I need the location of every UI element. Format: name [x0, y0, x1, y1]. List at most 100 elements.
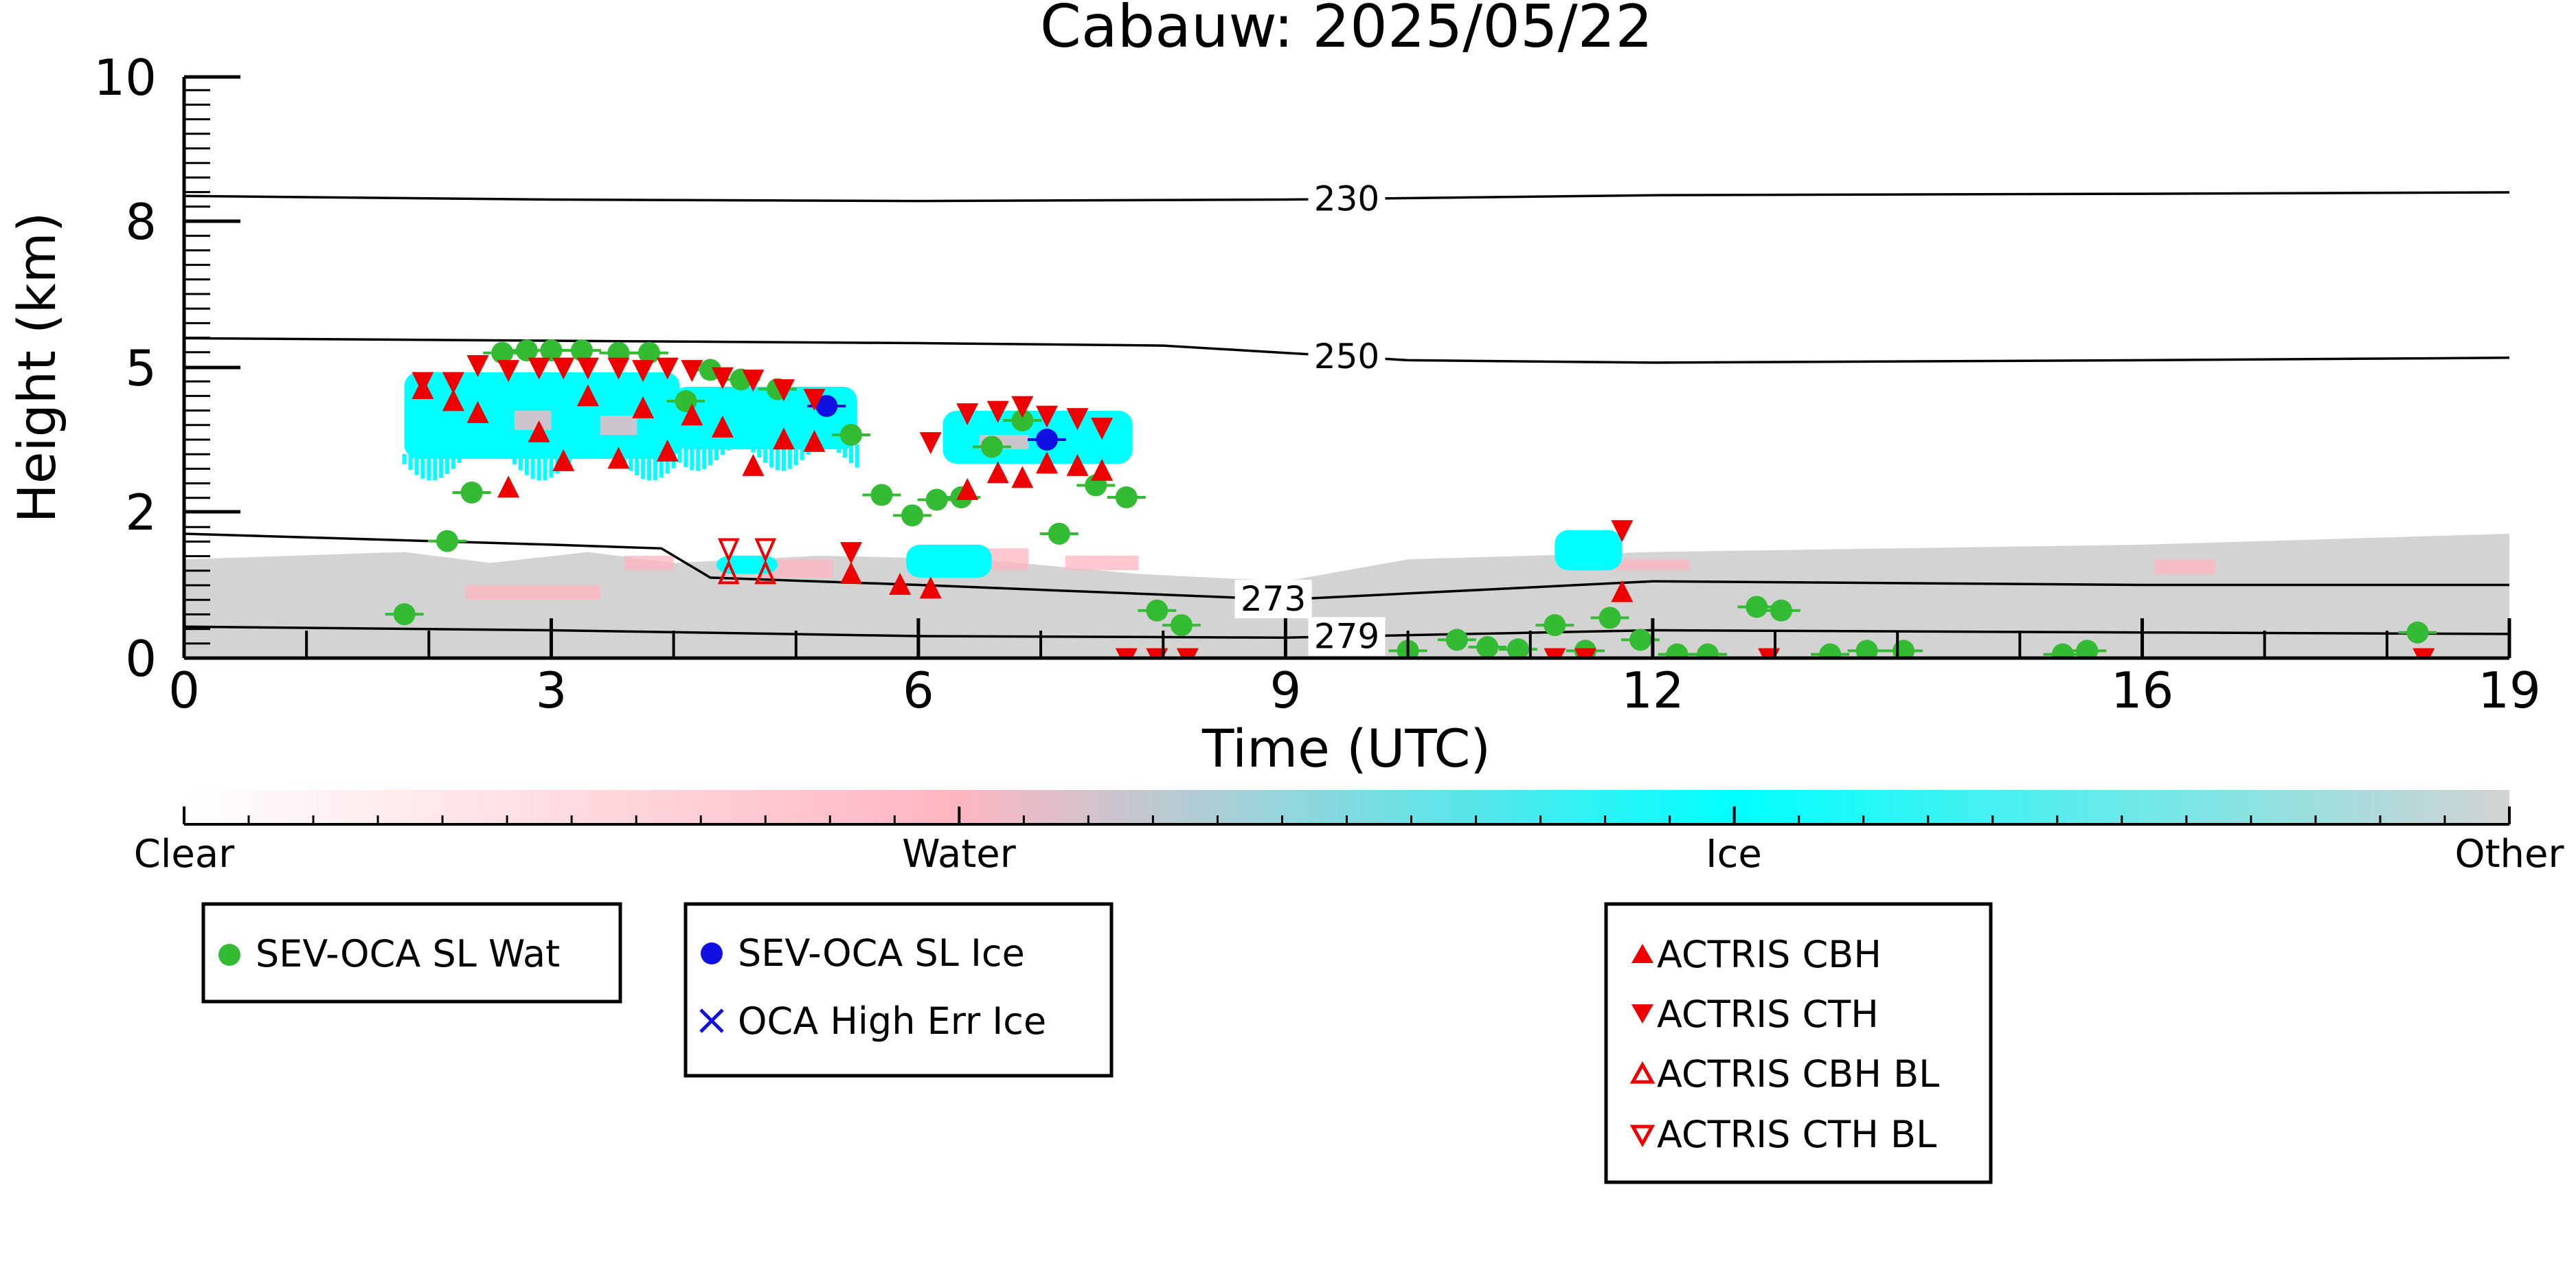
sev-oca-sl-wat-marker [2076, 640, 2099, 659]
actris-cth-marker [1544, 648, 1566, 659]
actris-cth-marker [1011, 396, 1034, 418]
legend-marker-sl-ice [701, 942, 723, 964]
actris-cbh-marker [497, 475, 520, 498]
actris-cth-marker [1115, 648, 1138, 659]
legend-ice: SEV-OCA SL Ice OCA High Err Ice [683, 902, 1114, 1078]
actris-cth-marker [986, 400, 1009, 423]
legend-box [1604, 902, 1993, 1184]
actris-cbh-marker [1611, 580, 1634, 602]
actris-cth-marker [1036, 405, 1059, 428]
actris-cbh-marker [466, 400, 489, 423]
isotherm-label-bg [1308, 179, 1386, 218]
sev-oca-sl-wat-marker [1445, 629, 1468, 651]
sev-oca-sl-wat-marker [491, 341, 514, 364]
actris-cbh-marker [632, 396, 655, 418]
sev-oca-sl-wat-marker [870, 484, 893, 506]
sev-oca-sl-wat-marker [1048, 522, 1070, 545]
y-axis-label: Height (km) [6, 212, 67, 523]
isotherm-250 [184, 337, 2509, 364]
actris-cth-marker [497, 360, 520, 383]
sev-oca-sl-wat-marker [1146, 599, 1168, 622]
ice-cloud-patch [1555, 530, 1623, 571]
actris-cth-marker [411, 372, 434, 394]
actris-cbh-marker [986, 461, 1009, 484]
sev-oca-sl-wat-marker [901, 504, 924, 527]
sev-oca-sl-wat-marker [2406, 621, 2429, 644]
legend-marker-sl-wat [218, 944, 240, 966]
isotherm-label-bg [1308, 337, 1386, 376]
actris-cbh-marker [839, 561, 862, 584]
actris-cbh-marker [711, 415, 734, 438]
colorbar-label-ice: Ice [1706, 832, 1762, 877]
isotherm-label-bg [1308, 617, 1386, 656]
x-tick-label: 3 [536, 662, 567, 719]
legend-actris: ACTRIS CBH ACTRIS CTH ACTRIS CBH BL ACTR… [1604, 902, 1993, 1184]
legend-marker-cth-bl [1629, 1125, 1656, 1148]
water-cloud-patch [465, 585, 600, 600]
water-cloud-patch [2154, 559, 2216, 574]
legend-marker-cbh [1631, 944, 1653, 963]
colorbar-label-other: Other [2454, 832, 2564, 877]
sev-oca-sl-wat-marker [515, 339, 538, 362]
water-cloud-patch [600, 416, 637, 435]
legend-label-sl-wat: SEV-OCA SL Wat [256, 932, 560, 975]
actris-cbh-marker [607, 447, 630, 469]
sev-oca-sl-wat-marker [393, 603, 416, 626]
actris-cth-marker [772, 379, 795, 402]
actris-cth-marker [681, 360, 703, 383]
actris-cth-marker [632, 360, 655, 383]
isotherm-273 [184, 532, 2509, 601]
sev-oca-sl-wat-marker [1855, 640, 1878, 659]
sev-oca-sl-ice-marker [1036, 429, 1059, 451]
actris-cbh-marker [803, 429, 826, 452]
legend-marker-high-err-ice [699, 1008, 724, 1033]
actris-cbh-marker [956, 477, 979, 500]
legend-marker-cth [1631, 1004, 1653, 1024]
actris-cth-marker [711, 367, 734, 389]
colorbar: Clear Water Ice Other [134, 790, 2564, 877]
legend-label-cth: ACTRIS CTH [1657, 993, 1879, 1036]
x-tick-label: 19 [2478, 662, 2541, 719]
isotherm-label-273: 273 [1241, 579, 1306, 619]
y-tick-label: 2 [125, 484, 157, 541]
sev-oca-sl-ice-marker [815, 395, 838, 417]
sev-oca-sl-wat-marker [1598, 607, 1621, 629]
actris-cth-marker [803, 389, 826, 411]
legend-label-cth-bl: ACTRIS CTH BL [1657, 1113, 1936, 1156]
sev-oca-sl-wat-marker [1170, 614, 1193, 637]
isotherm-230 [184, 191, 2509, 203]
sev-oca-sl-wat-marker [1666, 643, 1688, 659]
actris-cbh-marker [1091, 458, 1114, 481]
actris-cth-marker [442, 372, 464, 394]
actris-cth-marker [839, 542, 862, 565]
sev-oca-sl-wat-marker [1697, 643, 1719, 659]
legend-water: SEV-OCA SL Wat [201, 902, 622, 1004]
actris-cbh-marker [681, 403, 703, 426]
ice-cloud-patch [906, 544, 992, 578]
colorbar-label-water: Water [902, 832, 1017, 877]
isotherm-label-279: 279 [1314, 616, 1379, 656]
isotherm-label-230: 230 [1314, 179, 1379, 218]
actris-cth-marker [919, 432, 942, 455]
sev-oca-sl-wat-marker [1544, 614, 1566, 637]
x-tick-label: 12 [1621, 662, 1684, 719]
actris-cbh-marker [1011, 466, 1034, 488]
sev-oca-sl-wat-marker [436, 530, 459, 552]
actris-cbh-marker [528, 420, 550, 442]
legend-label-high-err-ice: OCA High Err Ice [738, 999, 1046, 1043]
chart-title: Cabauw: 2025/05/22 [1040, 0, 1653, 61]
legend-box [201, 902, 622, 1004]
x-axis-label: Time (UTC) [1201, 718, 1491, 779]
actris-cth-bl-marker [754, 538, 777, 563]
actris-cth-marker [1176, 648, 1199, 659]
water-cloud-patch [1603, 559, 1690, 571]
isotherm-label-bg [1234, 580, 1312, 619]
sev-oca-sl-wat-marker [1745, 596, 1768, 618]
actris-cbh-marker [552, 449, 575, 471]
actris-cbh-marker [742, 453, 765, 476]
observation-markers [385, 339, 2437, 659]
actris-cth-marker [576, 357, 599, 380]
actris-cth-marker [1574, 648, 1596, 659]
actris-cth-marker [742, 370, 765, 392]
